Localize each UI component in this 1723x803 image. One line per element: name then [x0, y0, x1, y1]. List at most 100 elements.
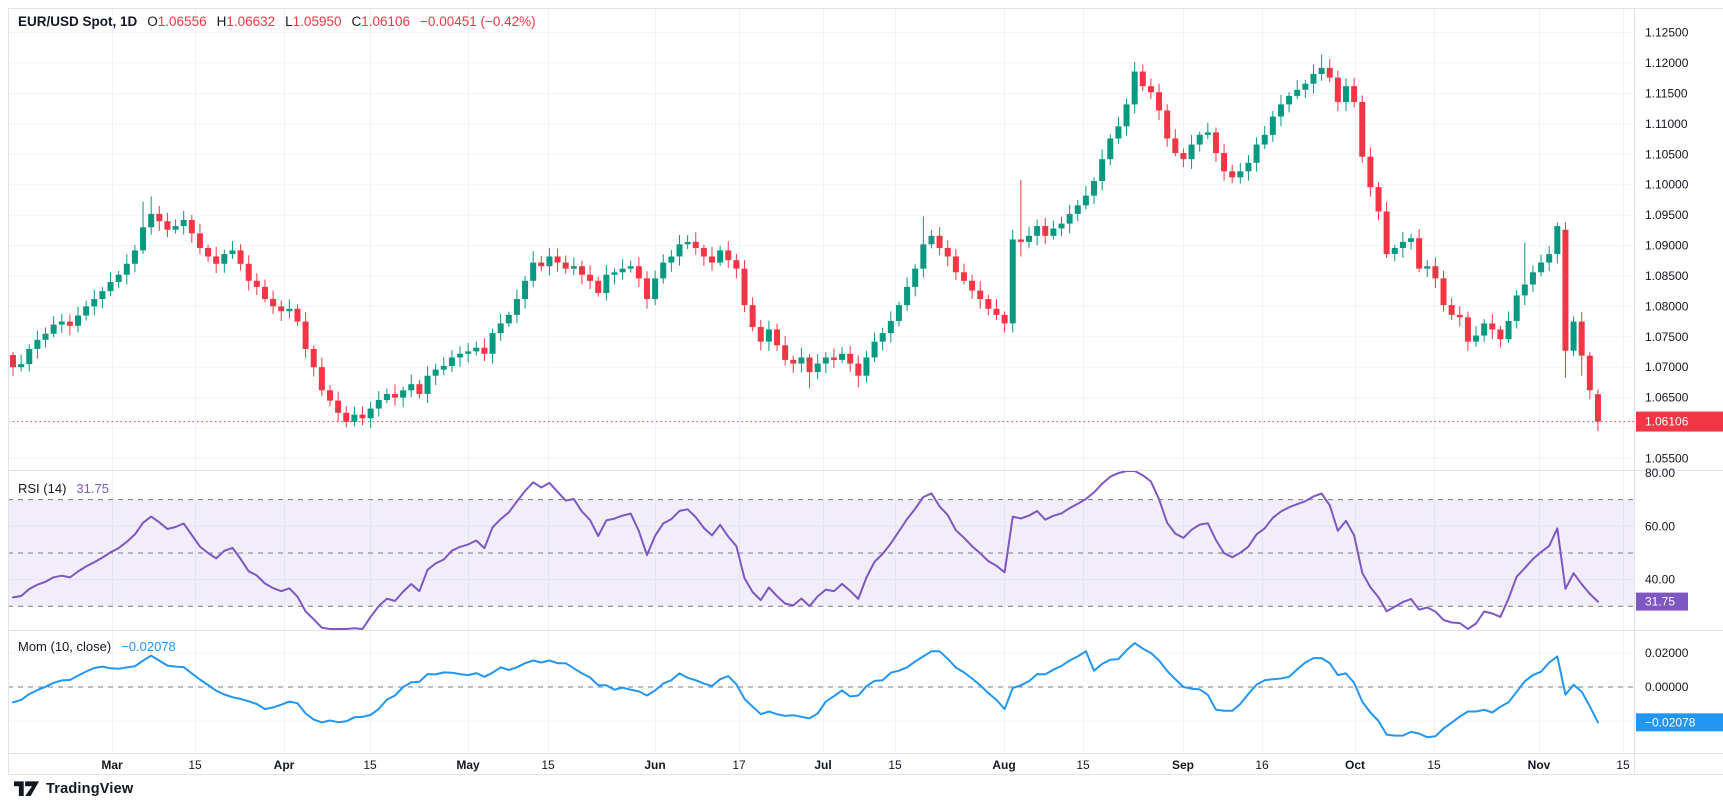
- candle-body: [652, 278, 659, 300]
- candle-body: [1237, 171, 1244, 178]
- candle-body: [920, 244, 927, 269]
- candle-body: [513, 299, 520, 315]
- candle-body: [1123, 104, 1130, 127]
- candle-body: [188, 219, 195, 234]
- candle-body: [107, 282, 114, 292]
- candle-body: [172, 226, 179, 230]
- candle-body: [830, 357, 837, 360]
- ohlc-close: C1.06106: [351, 14, 411, 29]
- ohlc-high: H1.06632: [216, 14, 276, 29]
- last-price-badge-text: 1.06106: [1645, 415, 1689, 429]
- candle-body: [1513, 295, 1520, 321]
- candle-body: [936, 235, 943, 248]
- candle-body: [10, 355, 16, 368]
- mom-axis-tick: 0.00000: [1645, 680, 1689, 694]
- candle-body: [457, 353, 464, 358]
- candle-body: [481, 347, 488, 354]
- time-axis-tick: 15: [541, 758, 555, 772]
- candle-body: [164, 221, 171, 230]
- candle-body: [554, 256, 561, 263]
- candle-body: [1529, 272, 1536, 285]
- candle-body: [465, 351, 472, 354]
- candle-body: [1221, 153, 1228, 172]
- price-axis-tick: 1.09000: [1645, 239, 1689, 253]
- candle-body: [1229, 171, 1236, 178]
- candle-body: [960, 272, 967, 281]
- candle-body: [977, 290, 984, 300]
- candle-body: [432, 369, 439, 376]
- price-axis-tick: 1.11000: [1645, 117, 1688, 131]
- candle-body: [952, 256, 959, 273]
- rsi-indicator-header: RSI (14) 31.75: [18, 481, 109, 496]
- tradingview-logo[interactable]: TradingView: [14, 781, 133, 797]
- candle-body: [1245, 162, 1252, 172]
- candle-body: [798, 357, 805, 364]
- tradingview-glyph-icon: [14, 781, 39, 796]
- time-axis-tick: Aug: [992, 758, 1015, 772]
- candle-body: [595, 280, 602, 293]
- candle-body: [1156, 92, 1163, 111]
- momentum-indicator-title[interactable]: Mom (10, close): [18, 639, 112, 654]
- momentum-pane[interactable]: [8, 630, 1634, 753]
- candle-body: [709, 256, 716, 263]
- candle-body: [310, 348, 317, 368]
- time-axis-tick: Apr: [274, 758, 295, 772]
- candle-body: [42, 333, 49, 340]
- candle-body: [562, 262, 569, 269]
- candle-body: [205, 247, 212, 257]
- candle-body: [261, 286, 268, 300]
- candle-body: [83, 306, 90, 316]
- rsi-indicator-title[interactable]: RSI (14): [18, 481, 67, 496]
- candle-body: [392, 393, 399, 398]
- candle-body: [700, 247, 707, 257]
- candle-body: [570, 266, 577, 269]
- candle-body: [1489, 323, 1496, 330]
- candle-body: [822, 357, 829, 364]
- candle-body: [1310, 73, 1317, 84]
- candle-body: [326, 390, 333, 401]
- ohlc-open: O1.06556: [147, 14, 207, 29]
- candle-body: [1554, 226, 1561, 255]
- candle-body: [440, 365, 447, 370]
- candle-body: [627, 266, 634, 269]
- candle-body: [757, 327, 764, 342]
- candle-body: [1139, 71, 1146, 87]
- rsi-axis-tick: 40.00: [1645, 573, 1675, 587]
- candle-body: [18, 364, 25, 368]
- candle-body: [408, 384, 415, 391]
- candle-body: [1058, 223, 1065, 229]
- candle-body: [1172, 138, 1179, 154]
- time-axis-tick: Oct: [1345, 758, 1365, 772]
- time-axis-tick: Jul: [814, 758, 831, 772]
- candle-body: [270, 299, 277, 307]
- candle-body: [895, 305, 902, 321]
- time-axis-scale[interactable]: [8, 753, 1634, 774]
- price-axis-scale[interactable]: [1634, 8, 1723, 774]
- candle-body: [416, 384, 423, 394]
- candle-body: [1391, 247, 1398, 255]
- candle-body: [1034, 226, 1041, 236]
- time-axis-tick: 17: [732, 758, 746, 772]
- candles: [10, 54, 1601, 432]
- candle-body: [196, 233, 203, 248]
- rsi-pane[interactable]: [8, 470, 1634, 630]
- candle-body: [34, 339, 41, 349]
- candle-body: [985, 299, 992, 309]
- candle-body: [619, 268, 626, 273]
- candle-body: [1277, 104, 1284, 117]
- candle-body: [245, 263, 252, 281]
- momentum-line: [12, 642, 1599, 739]
- candle-body: [928, 235, 935, 245]
- price-pane[interactable]: [8, 8, 1634, 470]
- candle-body: [871, 341, 878, 358]
- symbol-title[interactable]: EUR/USD Spot, 1D: [18, 14, 138, 29]
- candle-body: [1001, 314, 1008, 324]
- candle-body: [278, 306, 285, 312]
- candle-body: [790, 359, 797, 364]
- candle-body: [335, 400, 342, 413]
- time-axis-tick: 15: [1076, 758, 1090, 772]
- candle-body: [115, 274, 122, 283]
- candle-body: [1342, 86, 1349, 102]
- candle-body: [725, 250, 732, 261]
